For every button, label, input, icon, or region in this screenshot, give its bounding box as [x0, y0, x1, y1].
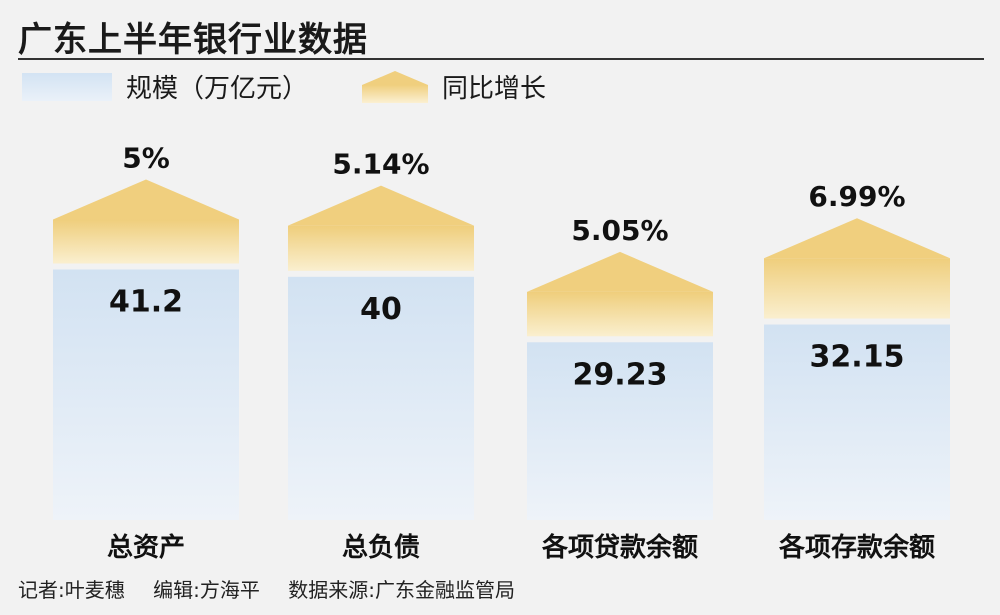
legend-item-growth: 同比增长 [362, 68, 546, 105]
growth-roof [527, 251, 713, 292]
footer-source: 数据来源:广东金融监管局 [288, 578, 515, 602]
category-label: 总负债 [342, 533, 420, 563]
scale-value-label: 32.15 [810, 340, 905, 375]
growth-bar [527, 291, 713, 337]
growth-value-label: 5.14% [332, 148, 429, 181]
growth-value-label: 6.99% [808, 180, 905, 213]
category-label: 各项存款余额 [778, 532, 935, 563]
legend-label-growth: 同比增长 [442, 74, 547, 104]
growth-value-label: 5.05% [571, 214, 668, 247]
footer-reporter: 记者:叶麦穗 [18, 578, 125, 602]
scale-bar [53, 269, 239, 520]
footer-credits: 记者:叶麦穗 编辑:方海平 数据来源:广东金融监管局 [18, 574, 537, 603]
growth-roof [764, 218, 950, 259]
scale-value-label: 40 [360, 292, 402, 327]
growth-roof [288, 185, 474, 226]
footer-editor: 编辑:方海平 [153, 578, 260, 602]
growth-bar [764, 258, 950, 319]
scale-bar [527, 342, 713, 520]
page-title: 广东上半年银行业数据 [18, 20, 368, 60]
growth-roof [53, 179, 239, 220]
legend-label-scale: 规模（万亿元） [126, 74, 309, 104]
legend-swatch-scale [22, 72, 112, 101]
chart-legend: 规模（万亿元） 同比增长 [0, 68, 1000, 108]
bars-layer: 41.2 5% 总资产 40 5.14% 总负债 29.23 5.05% 各项贷款余额 32.15… [53, 142, 950, 563]
title-divider [18, 58, 984, 60]
category-label: 各项贷款余额 [541, 532, 698, 563]
growth-bar [288, 225, 474, 271]
scale-bar [288, 276, 474, 520]
category-label: 总资产 [107, 533, 185, 563]
scale-value-label: 29.23 [573, 357, 668, 392]
scale-value-label: 41.2 [109, 285, 183, 320]
scale-bar [764, 324, 950, 520]
growth-bar [53, 219, 239, 264]
legend-item-scale: 规模（万亿元） [22, 68, 308, 105]
legend-swatch-growth [362, 70, 428, 103]
growth-value-label: 5% [122, 142, 170, 175]
